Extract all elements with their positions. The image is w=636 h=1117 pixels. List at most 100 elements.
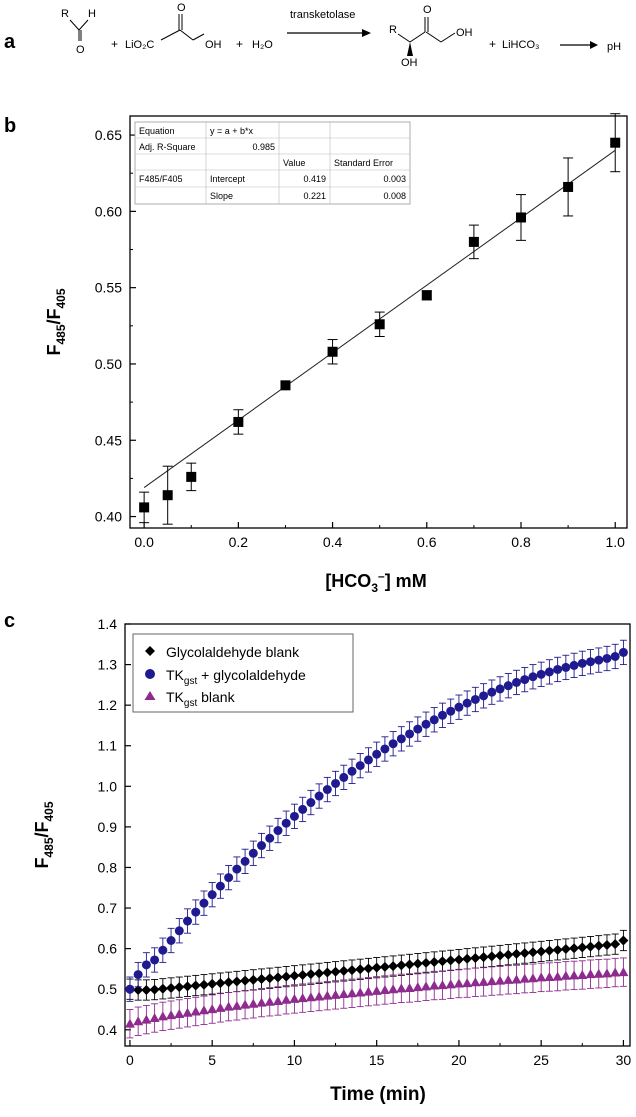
fit-table-cell: Value (283, 158, 305, 168)
c-data-point (198, 974, 209, 996)
c-data-point (585, 935, 596, 958)
c-data-point (371, 957, 382, 979)
c-data-point (298, 796, 308, 823)
arrow-label: transketolase (290, 9, 355, 21)
c-data-point (396, 726, 406, 752)
c-data-point (297, 964, 308, 986)
b-ytick-label: 0.45 (95, 432, 122, 448)
c-data-point (470, 686, 480, 713)
c-data-point (610, 643, 620, 670)
b-data-point (233, 409, 244, 435)
panel-c: c 0 5 10 15 20 25 30 0.4 0.5 0.6 0.7 0.8 0.9 1.0 1.1 1.… (4, 610, 631, 1105)
c-data-point (355, 958, 366, 980)
c-data-point (404, 953, 415, 976)
fit-table-cell: Equation (139, 126, 175, 136)
c-data-point (224, 864, 234, 891)
plot-c-points (124, 639, 629, 1039)
c-data-point (281, 810, 291, 836)
c-data-point (388, 974, 399, 1004)
product-r: R (389, 24, 397, 36)
c-data-point (380, 736, 390, 762)
legend-triangle-marker (144, 691, 156, 700)
c-data-point (157, 978, 168, 1000)
c-data-point (166, 927, 176, 954)
c-data-point (363, 747, 373, 773)
c-data-point (133, 1006, 144, 1036)
product-oh1: OH (456, 27, 473, 39)
c-data-point (412, 972, 423, 1002)
c-xtick-label: 25 (533, 1052, 549, 1068)
c-ytick-label: 0.7 (98, 900, 118, 916)
c-data-point (248, 989, 259, 1019)
fit-table-cell: y = a + b*x (210, 126, 254, 136)
c-data-point (182, 975, 193, 997)
c-data-point (207, 994, 218, 1024)
c-ytick-label: 1.1 (98, 738, 118, 754)
c-ytick-label: 0.8 (98, 859, 118, 875)
c-data-point (355, 977, 366, 1008)
c-data-point (305, 963, 316, 985)
c-xtick-label: 10 (287, 1052, 303, 1068)
hp-carbonyl-o: O (177, 2, 186, 14)
c-data-point (396, 954, 407, 976)
fit-table-cell: 0.008 (383, 191, 406, 201)
c-data-point (462, 968, 473, 998)
c-data-point (527, 963, 538, 993)
c-data-point (396, 973, 407, 1004)
b-xtick-label: 1.0 (605, 534, 625, 550)
c-data-point (536, 940, 547, 963)
c-data-point (610, 933, 621, 955)
c-data-point (363, 976, 374, 1007)
c-ytick-label: 0.5 (98, 981, 118, 997)
fit-table-cell: 0.003 (383, 174, 406, 184)
c-data-point (421, 952, 432, 974)
panel-b-label-text: b (4, 115, 16, 137)
water: H₂O (252, 39, 273, 51)
c-data-point (429, 951, 440, 973)
c-data-point (544, 940, 555, 962)
c-data-point (273, 817, 283, 844)
c-data-point (297, 983, 308, 1013)
c-data-point (191, 899, 201, 925)
c-data-point (544, 659, 554, 685)
c-data-point (527, 941, 538, 963)
c-ytick-label: 0.4 (98, 1022, 118, 1038)
legend-item-tk-blank: TKgst blank (166, 689, 236, 709)
c-ytick-label: 1.4 (98, 616, 118, 632)
c-data-point (453, 948, 464, 971)
c-ytick-label: 0.9 (98, 819, 118, 835)
c-data-point (602, 645, 612, 672)
c-data-point (174, 976, 185, 998)
c-data-point (174, 999, 185, 1029)
c-data-point (166, 1000, 177, 1030)
c-data-point (207, 973, 218, 995)
aldehyde-o: O (76, 44, 85, 56)
b-data-point (374, 311, 385, 337)
c-data-point (569, 652, 579, 679)
c-data-point (429, 707, 439, 733)
plot-b-points (139, 113, 621, 525)
product-structure: R O OH OH (389, 4, 473, 69)
c-data-point (421, 971, 432, 1002)
b-ytick-label: 0.60 (95, 203, 122, 219)
c-data-point (585, 959, 596, 989)
c-data-point (198, 995, 209, 1025)
b-ytick-label: 0.50 (95, 356, 122, 372)
fit-table-cell: Intercept (210, 174, 246, 184)
c-data-point (511, 943, 522, 965)
aldehyde-structure: R H O (61, 8, 96, 56)
c-data-point (479, 683, 489, 709)
c-data-point (536, 962, 547, 993)
fit-table-cell: 0.221 (303, 191, 326, 201)
c-data-point (322, 776, 332, 803)
c-data-point (231, 991, 242, 1021)
c-data-point (560, 938, 571, 960)
c-data-point (371, 976, 382, 1006)
c-ytick-label: 1.0 (98, 778, 118, 794)
c-data-point (141, 1004, 152, 1035)
fit-table-cell: 0.985 (252, 142, 275, 152)
c-data-point (413, 716, 423, 742)
product-oh2: OH (401, 57, 418, 69)
c-data-point (231, 970, 242, 993)
